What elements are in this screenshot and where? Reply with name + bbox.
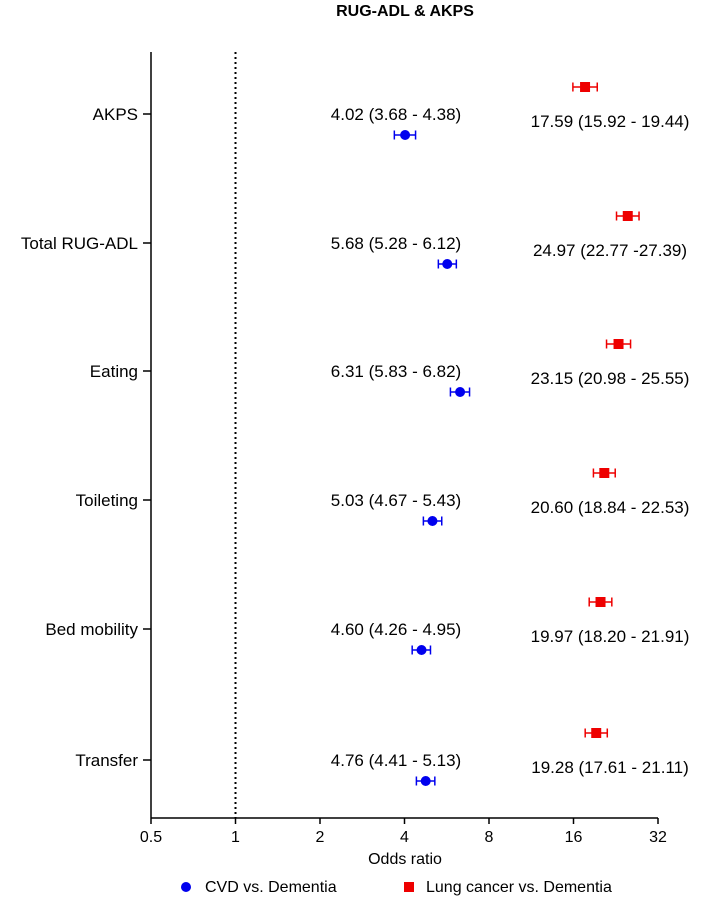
axes: 0.5 1 2 4 8 16 32 AKPS Total RUG-ADL Eating Toilet… bbox=[21, 52, 667, 846]
point-marker-circle bbox=[416, 645, 427, 655]
category-label: Bed mobility bbox=[45, 620, 138, 639]
point-marker-square bbox=[622, 211, 633, 221]
legend: CVD vs. Dementia Lung cancer vs. Dementia bbox=[181, 879, 612, 896]
data-label: 4.02 (3.68 - 4.38) bbox=[331, 105, 461, 124]
x-tick-label: 16 bbox=[565, 829, 583, 846]
x-tick-label: 1 bbox=[231, 829, 240, 846]
category-label: Toileting bbox=[76, 491, 138, 510]
point-marker-square bbox=[613, 339, 624, 349]
x-tick-label: 4 bbox=[400, 829, 409, 846]
x-tick-label: 2 bbox=[316, 829, 325, 846]
x-tick-label: 32 bbox=[649, 829, 667, 846]
category-label: Eating bbox=[90, 362, 138, 381]
data-label: 5.03 (4.67 - 5.43) bbox=[331, 491, 461, 510]
data-label: 20.60 (18.84 - 22.53) bbox=[531, 498, 690, 517]
data-label: 23.15 (20.98 - 25.55) bbox=[531, 369, 690, 388]
chart-title: RUG-ADL & AKPS bbox=[336, 3, 474, 20]
point-marker-circle bbox=[420, 776, 431, 786]
point-marker-circle bbox=[455, 387, 466, 397]
x-tick-label: 0.5 bbox=[140, 829, 162, 846]
point-marker-circle bbox=[427, 516, 438, 526]
data-label: 5.68 (5.28 - 6.12) bbox=[331, 234, 461, 253]
x-tick-label: 8 bbox=[485, 829, 494, 846]
legend-label: CVD vs. Dementia bbox=[205, 879, 337, 896]
data-label: 4.76 (4.41 - 5.13) bbox=[331, 751, 461, 770]
point-marker-circle bbox=[442, 259, 453, 269]
legend-marker-circle bbox=[181, 882, 191, 892]
point-marker-circle bbox=[400, 130, 411, 140]
point-marker-square bbox=[595, 597, 606, 607]
category-label: Total RUG-ADL bbox=[21, 234, 138, 253]
category-label: Transfer bbox=[75, 751, 138, 770]
point-marker-square bbox=[580, 82, 591, 92]
data-label: 6.31 (5.83 - 6.82) bbox=[331, 362, 461, 381]
x-axis-title: Odds ratio bbox=[368, 851, 442, 868]
category-label: AKPS bbox=[93, 105, 138, 124]
data-label: 19.97 (18.20 - 21.91) bbox=[531, 627, 690, 646]
data-label: 17.59 (15.92 - 19.44) bbox=[531, 112, 690, 131]
data-label: 4.60 (4.26 - 4.95) bbox=[331, 620, 461, 639]
point-marker-square bbox=[591, 728, 602, 738]
data-label: 19.28 (17.61 - 21.11) bbox=[531, 758, 689, 777]
point-marker-square bbox=[599, 468, 610, 478]
data-marks: 4.02 (3.68 - 4.38) 5.68 (5.28 - 6.12) 6.31… bbox=[331, 82, 690, 786]
legend-marker-square bbox=[404, 882, 414, 892]
legend-label: Lung cancer vs. Dementia bbox=[426, 879, 612, 896]
data-label: 24.97 (22.77 -27.39) bbox=[533, 241, 687, 260]
